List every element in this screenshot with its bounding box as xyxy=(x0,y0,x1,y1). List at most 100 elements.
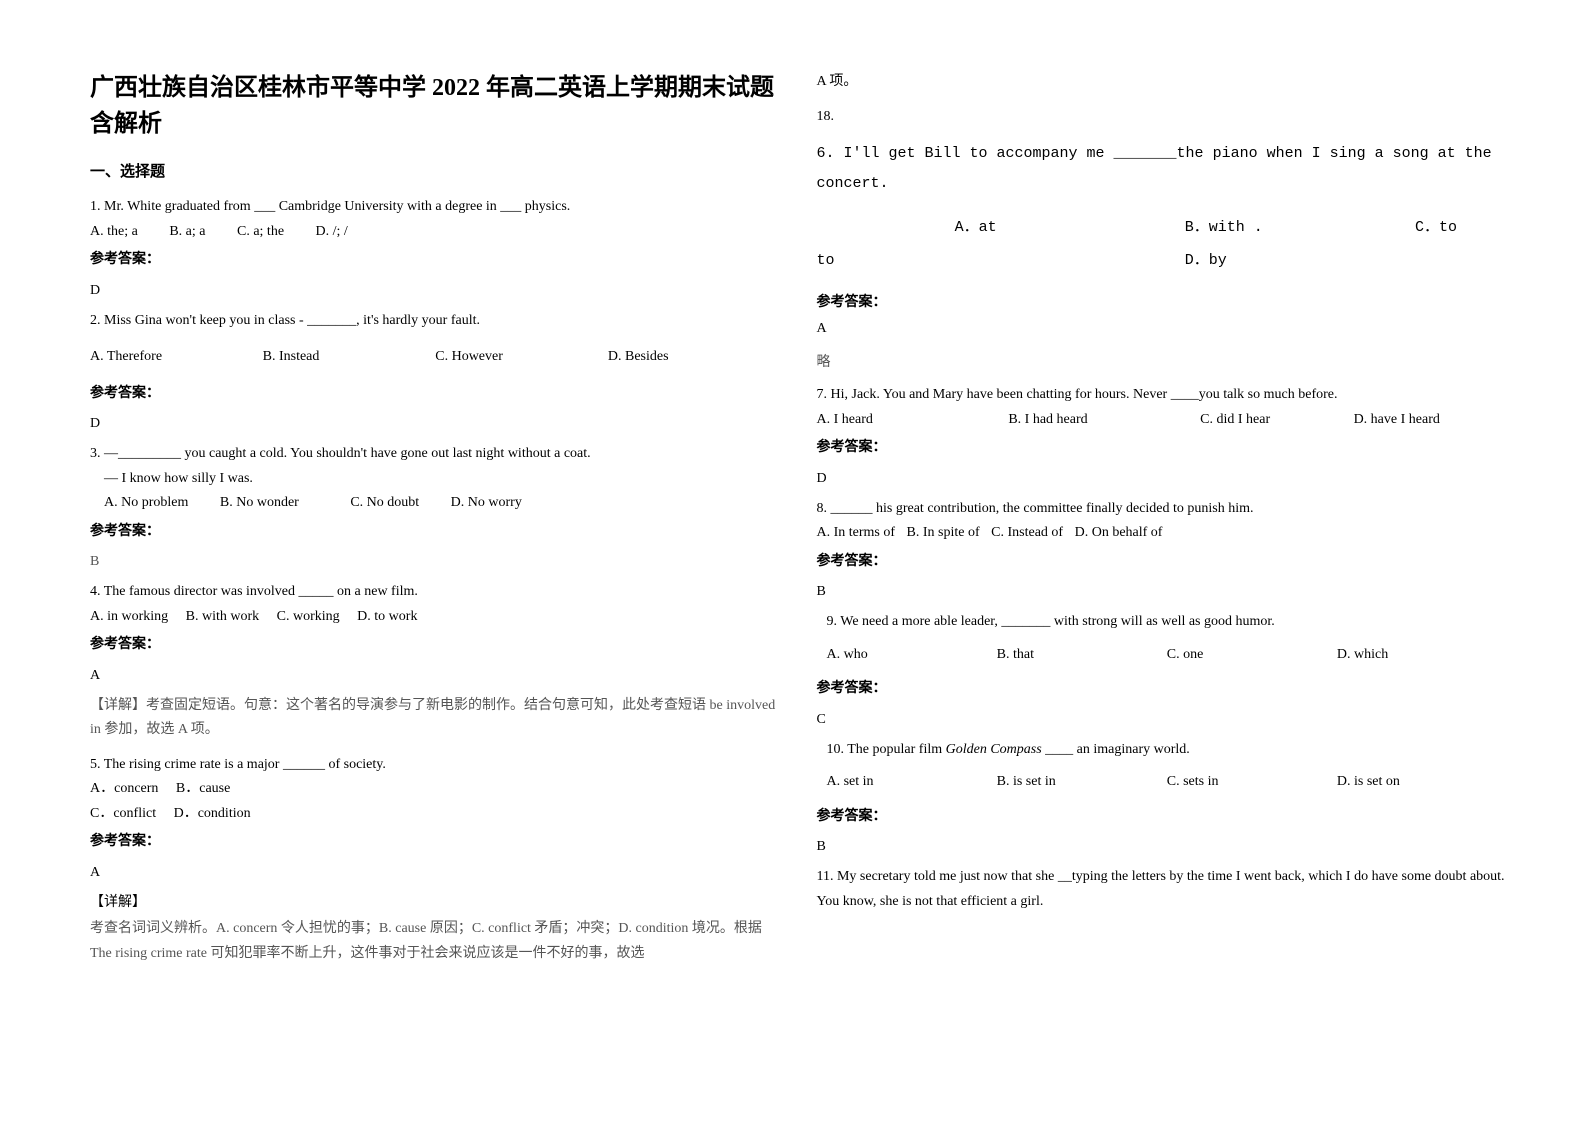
question-3-options: A. No problem B. No wonder C. No doubt D… xyxy=(90,491,781,516)
q10-opt-c: C. sets in xyxy=(1167,770,1337,795)
q7-opt-c: C. did I hear xyxy=(1200,408,1353,433)
question-4: 4. The famous director was involved ____… xyxy=(90,580,781,658)
question-9-text: 9. We need a more able leader, _______ w… xyxy=(817,610,1508,635)
q9-opt-b: B. that xyxy=(997,643,1167,668)
q5-opt-d: D．condition xyxy=(174,806,251,821)
answer-label: 参考答案： xyxy=(817,550,1508,575)
question-5-text: 5. The rising crime rate is a major ____… xyxy=(90,753,781,778)
q8-opt-c: C. Instead of xyxy=(991,525,1063,540)
question-1-text: 1. Mr. White graduated from ___ Cambridg… xyxy=(90,195,781,220)
question-7-text: 7. Hi, Jack. You and Mary have been chat… xyxy=(817,383,1508,408)
q10-text-post: ____ an imaginary world. xyxy=(1042,742,1190,757)
question-4-text: 4. The famous director was involved ____… xyxy=(90,580,781,605)
q6-opt-c: C．to xyxy=(1415,211,1507,244)
q9-opt-c: C. one xyxy=(1167,643,1337,668)
answer-label: 参考答案： xyxy=(90,248,781,273)
answer-label: 参考答案： xyxy=(817,677,1508,702)
question-2-text: 2. Miss Gina won't keep you in class - _… xyxy=(90,309,781,334)
q8-opt-d: D. On behalf of xyxy=(1075,525,1163,540)
item-18: 18. xyxy=(817,105,1508,130)
question-2-options: A. Therefore B. Instead C. However D. Be… xyxy=(90,345,781,370)
q1-answer: D xyxy=(90,283,781,299)
question-9: 9. We need a more able leader, _______ w… xyxy=(817,610,1508,702)
q2-opt-b: B. Instead xyxy=(263,345,436,370)
q10-text-pre: 10. The popular film xyxy=(827,742,946,757)
question-1-options: A. the; a B. a; a C. a; the D. /; / xyxy=(90,220,781,245)
question-10: 10. The popular film Golden Compass ____… xyxy=(817,738,1508,830)
page: 广西壮族自治区桂林市平等中学 2022 年高二英语上学期期末试题含解析 一、选择… xyxy=(0,0,1587,1122)
q5-opt-b: B．cause xyxy=(176,781,230,796)
q2-opt-c: C. However xyxy=(435,345,608,370)
answer-label: 参考答案： xyxy=(817,805,1508,830)
q1-opt-d: D. /; / xyxy=(316,224,348,239)
question-8-options: A. In terms of B. In spite of C. Instead… xyxy=(817,521,1508,546)
q4-opt-d: D. to work xyxy=(357,609,417,624)
question-9-options: A. who B. that C. one D. which xyxy=(817,643,1508,668)
continuation-text: A 项。 xyxy=(817,70,1508,95)
question-3-line1: 3. —_________ you caught a cold. You sho… xyxy=(90,442,781,467)
lue-text: 略 xyxy=(817,351,1508,371)
q10-answer: B xyxy=(817,839,1508,855)
question-10-options: A. set in B. is set in C. sets in D. is … xyxy=(817,770,1508,795)
question-6-options: A．at B．with . C．to to D．by xyxy=(817,211,1508,277)
q3-answer: B xyxy=(90,554,781,570)
question-11: 11. My secretary told me just now that s… xyxy=(817,865,1508,914)
q10-opt-b: B. is set in xyxy=(997,770,1167,795)
q9-opt-d: D. which xyxy=(1337,643,1507,668)
q5-opt-a: A．concern xyxy=(90,781,158,796)
q1-opt-a: A. the; a xyxy=(90,224,138,239)
answer-label: 参考答案： xyxy=(817,436,1508,461)
q7-opt-d: D. have I heard xyxy=(1354,408,1507,433)
question-5: 5. The rising crime rate is a major ____… xyxy=(90,753,781,855)
q1-opt-b: B. a; a xyxy=(169,224,205,239)
q3-opt-d: D. No worry xyxy=(451,495,522,510)
section-heading: 一、选择题 xyxy=(90,160,781,181)
q8-answer: B xyxy=(817,584,1508,600)
q3-opt-a: A. No problem xyxy=(104,495,188,510)
question-7-options: A. I heard B. I had heard C. did I hear … xyxy=(817,408,1508,433)
question-10-text: 10. The popular film Golden Compass ____… xyxy=(817,738,1508,763)
left-column: 广西壮族自治区桂林市平等中学 2022 年高二英语上学期期末试题含解析 一、选择… xyxy=(90,70,799,1082)
q3-opt-b: B. No wonder xyxy=(220,495,299,510)
q5-answer: A xyxy=(90,865,781,881)
answer-label: 参考答案： xyxy=(90,382,781,407)
answer-label: 参考答案： xyxy=(90,830,781,855)
q7-answer: D xyxy=(817,471,1508,487)
question-3: 3. —_________ you caught a cold. You sho… xyxy=(90,442,781,544)
q6-opt-b: B．with . xyxy=(1185,211,1415,244)
q10-opt-d: D. is set on xyxy=(1337,770,1507,795)
q6-answer: A xyxy=(817,321,1508,337)
q10-opt-a: A. set in xyxy=(827,770,997,795)
question-6: 6. I'll get Bill to accompany me _______… xyxy=(817,139,1508,199)
answer-label: 参考答案： xyxy=(90,520,781,545)
q4-explanation: 【详解】考查固定短语。句意：这个著名的导演参与了新电影的制作。结合句意可知，此处… xyxy=(90,694,781,743)
q6-opt-a: A．at xyxy=(955,211,1185,244)
page-title: 广西壮族自治区桂林市平等中学 2022 年高二英语上学期期末试题含解析 xyxy=(90,70,781,142)
q9-opt-a: A. who xyxy=(827,643,997,668)
q2-opt-a: A. Therefore xyxy=(90,345,263,370)
q10-italic: Golden Compass xyxy=(946,742,1042,757)
question-7: 7. Hi, Jack. You and Mary have been chat… xyxy=(817,383,1508,461)
q4-opt-c: C. working xyxy=(277,609,340,624)
q7-opt-a: A. I heard xyxy=(817,408,1009,433)
q1-opt-c: C. a; the xyxy=(237,224,284,239)
q8-opt-a: A. In terms of xyxy=(817,525,896,540)
answer-label: 参考答案： xyxy=(817,291,1508,311)
right-column: A 项。 18. 6. I'll get Bill to accompany m… xyxy=(799,70,1508,1082)
q9-answer: C xyxy=(817,712,1508,728)
q3-opt-c: C. No doubt xyxy=(350,495,419,510)
explain-heading: 【详解】 xyxy=(90,891,781,916)
question-5-options-row2: C．conflict D．condition xyxy=(90,802,781,827)
q2-opt-d: D. Besides xyxy=(608,345,781,370)
question-8: 8. ______ his great contribution, the co… xyxy=(817,497,1508,575)
answer-label: 参考答案： xyxy=(90,633,781,658)
question-4-options: A. in working B. with work C. working D.… xyxy=(90,605,781,630)
question-2: 2. Miss Gina won't keep you in class - _… xyxy=(90,309,781,407)
question-11-text: 11. My secretary told me just now that s… xyxy=(817,865,1508,914)
q6-opt-d: D．by xyxy=(1185,244,1415,277)
q6-opt-c-label: to xyxy=(817,244,955,277)
q2-answer: D xyxy=(90,416,781,432)
q5-opt-c: C．conflict xyxy=(90,806,156,821)
q4-answer: A xyxy=(90,668,781,684)
question-3-line2: — I know how silly I was. xyxy=(90,467,781,492)
